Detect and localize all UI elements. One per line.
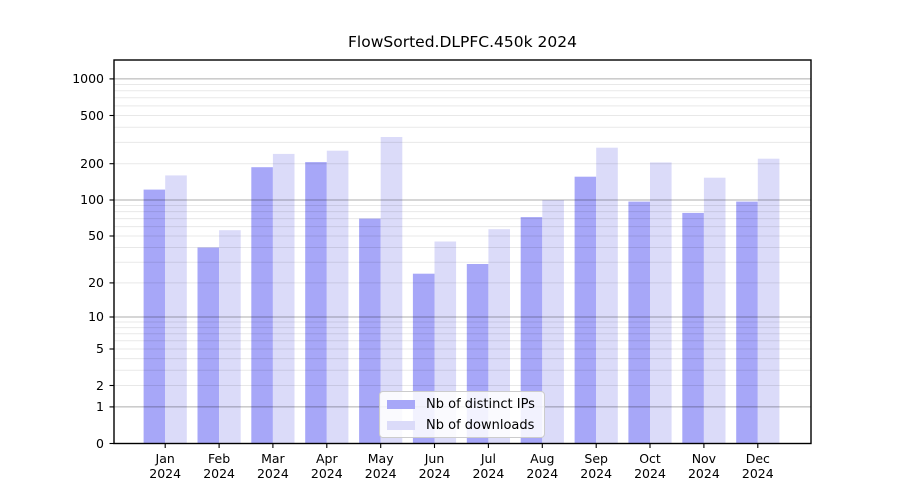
chart-title: FlowSorted.DLPFC.450k 2024 — [348, 33, 577, 51]
y-tick-label-2: 2 — [96, 377, 104, 393]
y-tick-label-1: 1 — [96, 398, 104, 414]
bar-nb-of-downloads-apr-2024 — [326, 150, 349, 444]
bar-nb-of-distinct-ips-oct-2024 — [628, 201, 650, 444]
legend-item-distinct-ips: Nb of distinct IPs — [380, 396, 544, 413]
x-tick-label-jul-2024: Jul 2024 — [472, 451, 505, 481]
bar-nb-of-downloads-aug-2024 — [542, 200, 564, 444]
legend-swatch-distinct-ips — [387, 399, 415, 409]
x-tick-label-jun-2024: Jun 2024 — [418, 451, 451, 481]
bar-nb-of-downloads-mar-2024 — [272, 153, 295, 444]
bar-nb-of-distinct-ips-sep-2024 — [574, 176, 597, 444]
x-tick-label-sep-2024: Sep 2024 — [580, 451, 613, 481]
y-tick-label-1000: 1000 — [72, 70, 104, 86]
plot-border — [113, 59, 812, 445]
x-tick-label-dec-2024: Dec 2024 — [741, 451, 774, 481]
x-tick-label-feb-2024: Feb 2024 — [203, 451, 235, 481]
bar-nb-of-distinct-ips-nov-2024 — [682, 212, 704, 444]
y-tick-label-0: 0 — [96, 435, 104, 451]
x-tick-label-jan-2024: Jan 2024 — [149, 451, 182, 481]
x-tick-label-may-2024: May 2024 — [364, 451, 397, 481]
bar-nb-of-distinct-ips-mar-2024 — [251, 167, 273, 444]
legend: Nb of distinct IPs Nb of downloads — [379, 391, 545, 438]
x-tick-label-nov-2024: Nov 2024 — [687, 451, 720, 481]
x-tick-label-aug-2024: Aug 2024 — [526, 451, 559, 481]
bar-nb-of-distinct-ips-may-2024 — [359, 218, 381, 444]
y-tick-label-10: 10 — [88, 309, 104, 324]
bar-nb-of-distinct-ips-jan-2024 — [143, 189, 166, 444]
bar-nb-of-distinct-ips-dec-2024 — [736, 201, 758, 444]
bar-nb-of-distinct-ips-apr-2024 — [305, 162, 327, 444]
bar-nb-of-downloads-oct-2024 — [650, 162, 672, 444]
bar-nb-of-downloads-feb-2024 — [219, 230, 241, 444]
bar-nb-of-distinct-ips-feb-2024 — [197, 247, 220, 444]
bar-nb-of-downloads-dec-2024 — [757, 158, 780, 444]
y-tick-label-50: 50 — [88, 228, 104, 243]
y-tick-label-200: 200 — [80, 155, 104, 171]
x-tick-label-apr-2024: Apr 2024 — [310, 451, 343, 481]
bar-nb-of-downloads-nov-2024 — [703, 177, 726, 444]
legend-swatch-downloads — [387, 420, 415, 430]
bar-nb-of-downloads-may-2024 — [380, 137, 403, 444]
y-tick-label-100: 100 — [80, 192, 104, 207]
legend-label-distinct-ips: Nb of distinct IPs — [426, 396, 535, 412]
legend-item-downloads: Nb of downloads — [380, 417, 544, 434]
y-tick-label-500: 500 — [80, 107, 104, 123]
legend-label-downloads: Nb of downloads — [426, 417, 535, 433]
x-tick-label-oct-2024: Oct 2024 — [634, 451, 666, 481]
bar-nb-of-downloads-jul-2024 — [488, 229, 510, 444]
bar-nb-of-distinct-ips-aug-2024 — [520, 217, 543, 444]
y-tick-label-20: 20 — [88, 274, 104, 290]
x-tick-label-mar-2024: Mar 2024 — [256, 451, 289, 481]
y-tick-label-5: 5 — [96, 341, 104, 356]
bar-nb-of-downloads-sep-2024 — [596, 147, 618, 444]
bar-nb-of-downloads-jan-2024 — [165, 175, 187, 444]
